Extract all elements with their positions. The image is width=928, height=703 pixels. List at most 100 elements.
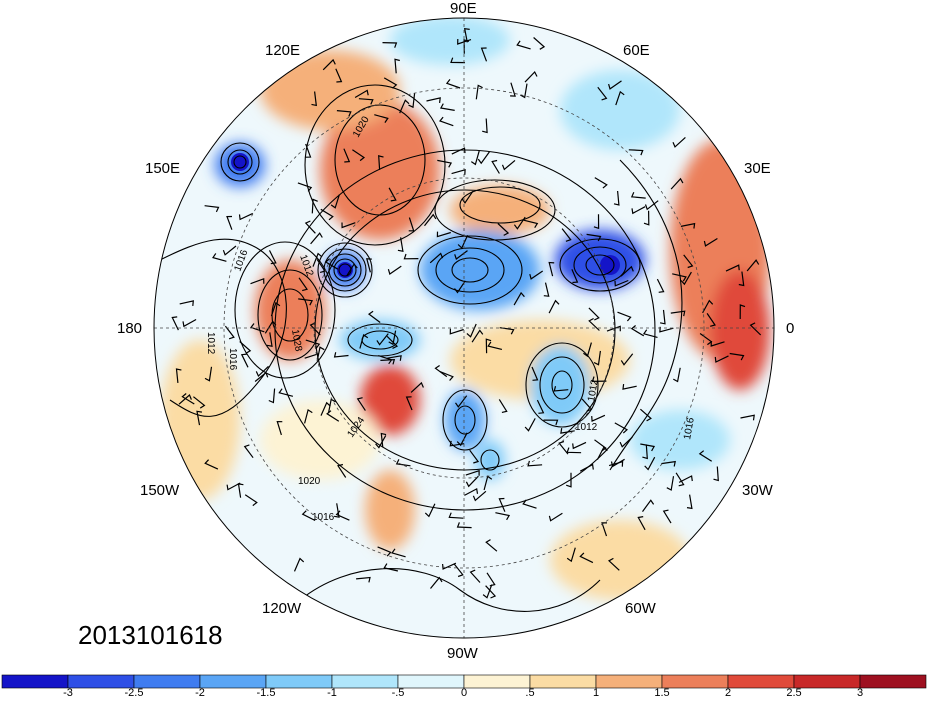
wind-barb bbox=[581, 398, 593, 412]
wind-barb bbox=[608, 80, 622, 90]
longitude-label-90w: 90W bbox=[447, 645, 478, 662]
wind-barb bbox=[408, 217, 415, 232]
wind-barb bbox=[278, 388, 294, 397]
wind-barb bbox=[244, 494, 258, 507]
wind-barb bbox=[591, 376, 607, 383]
contour-label: 1012 bbox=[586, 378, 601, 402]
wind-barb bbox=[475, 84, 483, 100]
longitude-label-180: 180 bbox=[117, 320, 143, 337]
wind-barb bbox=[571, 269, 579, 284]
wind-barb bbox=[729, 352, 745, 361]
wind-barb bbox=[305, 143, 312, 158]
wind-barb bbox=[394, 58, 400, 74]
wind-barb bbox=[439, 103, 455, 111]
wind-barb bbox=[309, 322, 321, 336]
wind-barb bbox=[226, 482, 241, 491]
wind-barb bbox=[706, 313, 716, 327]
wind-barb bbox=[456, 432, 468, 447]
wind-barb bbox=[449, 328, 464, 335]
longitude-label-0: 0 bbox=[786, 320, 795, 337]
longitude-label-150w: 150W bbox=[140, 482, 180, 499]
wind-barb bbox=[487, 341, 503, 350]
wind-barb bbox=[477, 151, 490, 165]
wind-barb bbox=[642, 329, 658, 338]
wind-barb bbox=[304, 220, 316, 234]
wind-barb bbox=[387, 355, 402, 361]
wind-barb bbox=[482, 584, 493, 599]
wind-barb bbox=[501, 159, 516, 171]
wind-barb bbox=[588, 307, 600, 321]
wind-barb bbox=[672, 273, 687, 282]
wind-barb bbox=[254, 371, 269, 382]
wind-barb bbox=[297, 182, 313, 192]
wind-barb bbox=[714, 355, 729, 363]
longitude-label-30w: 30W bbox=[742, 482, 773, 499]
wind-barb bbox=[548, 512, 563, 522]
wind-barb bbox=[239, 341, 252, 354]
wind-barb bbox=[672, 136, 686, 148]
wind-barb bbox=[524, 418, 536, 432]
wind-barb bbox=[451, 168, 466, 175]
wind-barb bbox=[594, 439, 607, 452]
longitude-label-90e: 90E bbox=[450, 0, 477, 17]
wind-barb bbox=[434, 365, 448, 378]
wind-barb bbox=[450, 57, 466, 64]
wind-barb bbox=[375, 435, 387, 449]
wind-barb bbox=[429, 252, 444, 264]
wind-barb bbox=[405, 396, 413, 411]
wind-barb bbox=[637, 516, 646, 531]
wind-barb bbox=[386, 335, 399, 349]
wind-barb bbox=[424, 213, 437, 227]
wind-barb bbox=[613, 190, 620, 206]
longitude-label-150e: 150E bbox=[145, 160, 181, 177]
wind-barb bbox=[463, 27, 470, 43]
wind-barb bbox=[293, 557, 305, 572]
wind-barb bbox=[430, 576, 443, 589]
wind-barb bbox=[510, 82, 516, 97]
wind-barb bbox=[334, 503, 340, 518]
contour-label: 1028 bbox=[289, 329, 304, 353]
wind-barb bbox=[238, 212, 254, 221]
wind-barb bbox=[643, 210, 650, 226]
wind-barb bbox=[335, 510, 350, 521]
wind-barb bbox=[380, 358, 396, 365]
colorbar-tick-labels: -3 -2.5 -2 -1.5 -1 -.5 0 .5 1 1.5 2 2.5 3 bbox=[0, 687, 928, 703]
colorbar bbox=[1, 674, 927, 689]
wind-barb bbox=[482, 118, 488, 134]
wind-barb bbox=[436, 231, 451, 238]
wind-barb bbox=[322, 58, 336, 71]
wind-barb bbox=[204, 366, 213, 382]
wind-barb bbox=[311, 198, 318, 214]
wind-barb bbox=[397, 237, 404, 252]
wind-barb bbox=[591, 414, 606, 422]
anomaly-shading bbox=[154, 18, 774, 638]
wind-barb bbox=[408, 93, 416, 109]
wind-barb bbox=[356, 397, 366, 411]
wind-barb bbox=[597, 86, 608, 101]
wind-barb bbox=[346, 263, 358, 277]
wind-barb bbox=[403, 253, 419, 260]
wind-barb bbox=[579, 463, 594, 472]
wind-barb bbox=[662, 509, 672, 524]
wind-barb bbox=[495, 512, 511, 521]
wind-barb bbox=[377, 546, 392, 557]
wind-barb bbox=[455, 395, 468, 408]
wind-barb bbox=[680, 222, 696, 229]
wind-barb bbox=[606, 325, 621, 332]
wind-barb bbox=[426, 97, 441, 103]
contour-label: 1012 bbox=[575, 422, 598, 433]
wind-barb bbox=[456, 522, 472, 529]
wind-barb bbox=[548, 299, 560, 314]
wind-barb bbox=[395, 459, 411, 467]
colorbar-tick-label: 3 bbox=[856, 687, 864, 699]
wind-barb bbox=[449, 440, 465, 447]
wind-barb bbox=[524, 70, 538, 83]
wind-barb bbox=[391, 548, 406, 558]
wind-barb bbox=[485, 338, 492, 354]
contour-label: 1020 bbox=[298, 476, 321, 487]
timestamp-label: 2013101618 bbox=[78, 620, 223, 650]
contour-label: 1012 bbox=[205, 332, 216, 355]
wind-barb bbox=[448, 512, 464, 519]
wind-barb bbox=[702, 299, 714, 314]
wind-barb bbox=[250, 323, 265, 333]
